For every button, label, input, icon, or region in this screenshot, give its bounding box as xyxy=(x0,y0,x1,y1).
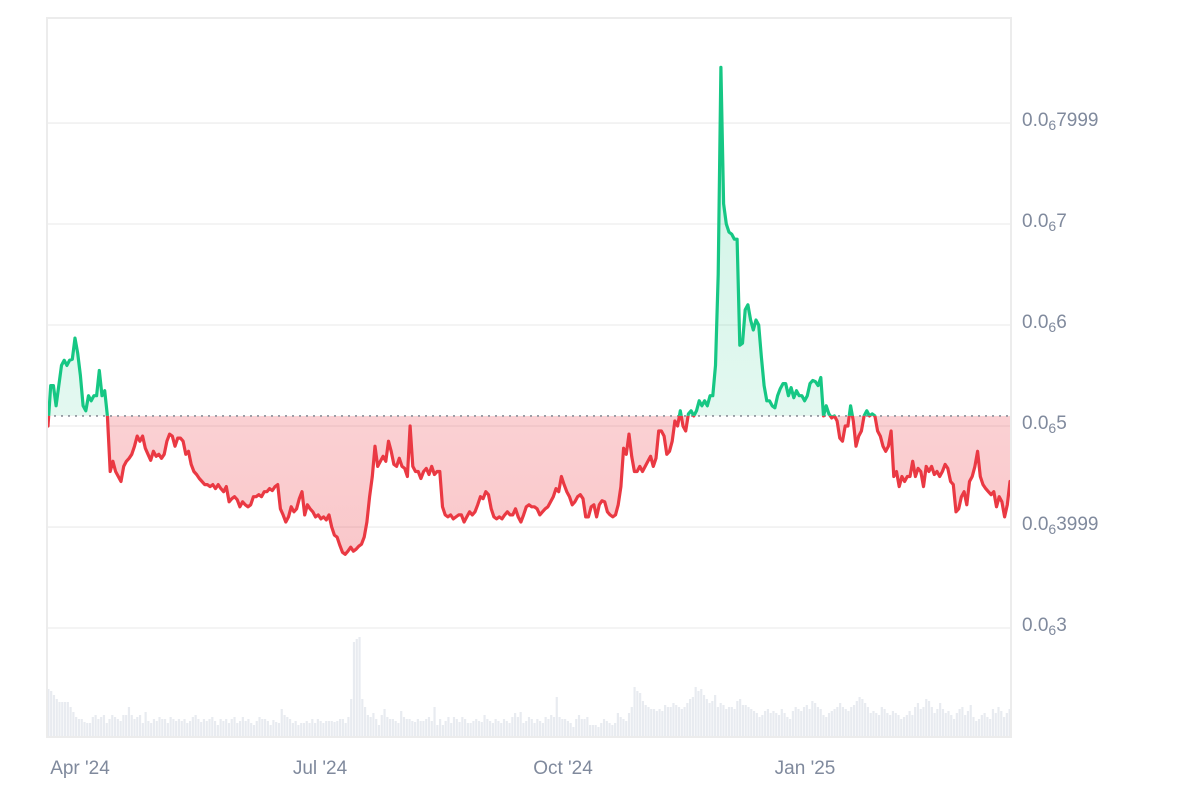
plot-frame xyxy=(46,17,1012,738)
y-tick-label: 0.067 xyxy=(1022,211,1067,234)
grid-lines xyxy=(47,122,1011,629)
y-tick-label: 0.063999 xyxy=(1022,514,1099,538)
x-tick-label: Apr '24 xyxy=(50,758,110,779)
y-tick-label: 0.066 xyxy=(1022,312,1067,335)
y-tick-label: 0.065 xyxy=(1022,413,1067,436)
price-areas xyxy=(48,67,1010,555)
x-tick-label: Jul '24 xyxy=(292,758,348,779)
volume-bars xyxy=(47,637,1011,737)
x-tick-label: Oct '24 xyxy=(533,758,593,779)
y-tick-label: 0.063 xyxy=(1022,615,1067,638)
y-tick-label: 0.067999 xyxy=(1022,110,1099,134)
price-line xyxy=(46,65,1012,556)
x-tick-label: Jan '25 xyxy=(774,758,836,779)
